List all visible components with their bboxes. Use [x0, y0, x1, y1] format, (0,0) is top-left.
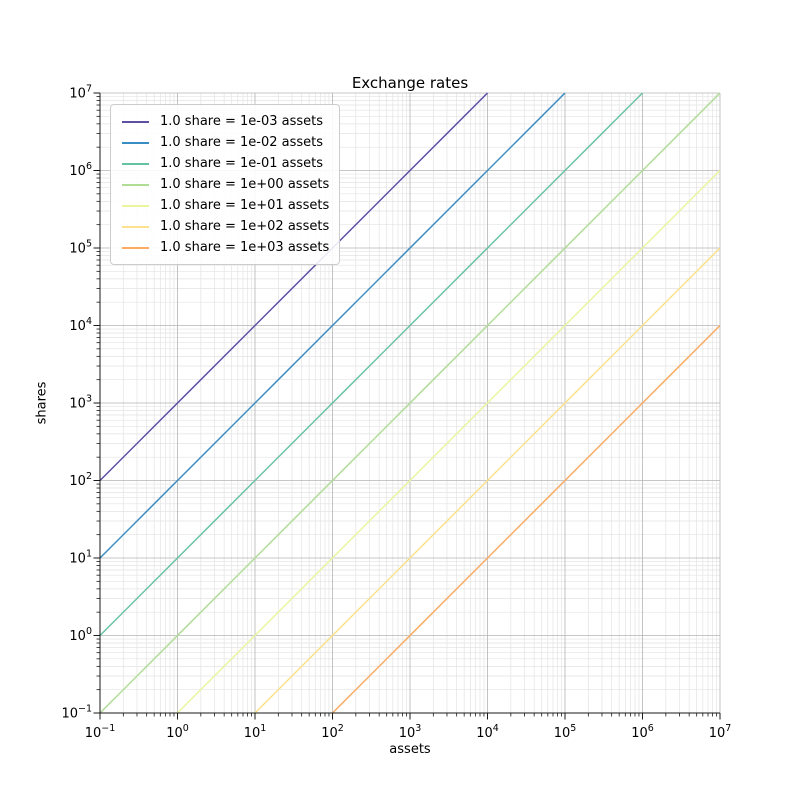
- legend-label: 1.0 share = 1e-01 assets: [160, 156, 324, 171]
- chart-title: Exchange rates: [351, 74, 469, 92]
- tick-label: 103: [399, 723, 422, 741]
- tick-label: 105: [554, 723, 577, 741]
- legend-item: 1.0 share = 1e+03 assets: [122, 237, 329, 258]
- tick-label: 104: [69, 316, 92, 334]
- legend-line-swatch: [122, 225, 149, 228]
- series-line: [99, 92, 489, 482]
- legend-line-swatch: [122, 246, 149, 249]
- tick-labels: 10−1 100 101 102 103 104 105 106 107 10−1 100 101 10…: [61, 84, 731, 742]
- axes-spines-ticks: [93, 92, 721, 720]
- legend-label: 1.0 share = 1e-03 assets: [160, 114, 324, 129]
- legend-item: 1.0 share = 1e-03 assets: [122, 111, 329, 132]
- series-line: [99, 92, 721, 714]
- legend-line-swatch: [122, 183, 149, 186]
- series-line: [99, 92, 644, 637]
- legend-item: 1.0 share = 1e-01 assets: [122, 153, 329, 174]
- tick-label: 100: [69, 626, 92, 644]
- series-line: [99, 92, 566, 559]
- legend-label: 1.0 share = 1e+01 assets: [160, 198, 330, 213]
- tick-label: 102: [69, 471, 92, 489]
- series-line: [254, 247, 721, 714]
- tick-label: 10−1: [61, 704, 92, 722]
- series-line: [331, 324, 721, 714]
- legend-line-swatch: [122, 162, 149, 165]
- legend-label: 1.0 share = 1e-02 assets: [160, 135, 324, 150]
- tick-label: 104: [476, 723, 499, 741]
- legend-label: 1.0 share = 1e+03 assets: [160, 240, 330, 255]
- legend-item: 1.0 share = 1e-02 assets: [122, 132, 329, 153]
- tick-label: 10−1: [85, 723, 116, 741]
- legend-label: 1.0 share = 1e+02 assets: [160, 219, 330, 234]
- tick-label: 102: [321, 723, 344, 741]
- legend-item: 1.0 share = 1e+02 assets: [122, 216, 329, 237]
- series-line: [176, 169, 721, 714]
- tick-label: 105: [69, 239, 92, 257]
- legend-item: 1.0 share = 1e+00 assets: [122, 174, 329, 195]
- legend-item: 1.0 share = 1e+01 assets: [122, 195, 329, 216]
- legend-label: 1.0 share = 1e+00 assets: [160, 177, 330, 192]
- tick-label: 103: [69, 394, 92, 412]
- tick-label: 107: [709, 723, 732, 741]
- y-axis-label: shares: [34, 381, 50, 425]
- x-axis-label: assets: [389, 742, 431, 757]
- legend: 1.0 share = 1e-03 assets 1.0 share = 1e-0…: [110, 104, 341, 265]
- legend-line-swatch: [122, 120, 149, 123]
- tick-label: 100: [166, 723, 189, 741]
- tick-label: 101: [69, 549, 92, 567]
- legend-line-swatch: [122, 204, 149, 207]
- tick-label: 107: [69, 84, 92, 102]
- tick-label: 106: [69, 161, 92, 179]
- legend-line-swatch: [122, 141, 149, 144]
- data-lines: [99, 92, 721, 714]
- tick-label: 106: [631, 723, 654, 741]
- tick-label: 101: [244, 723, 267, 741]
